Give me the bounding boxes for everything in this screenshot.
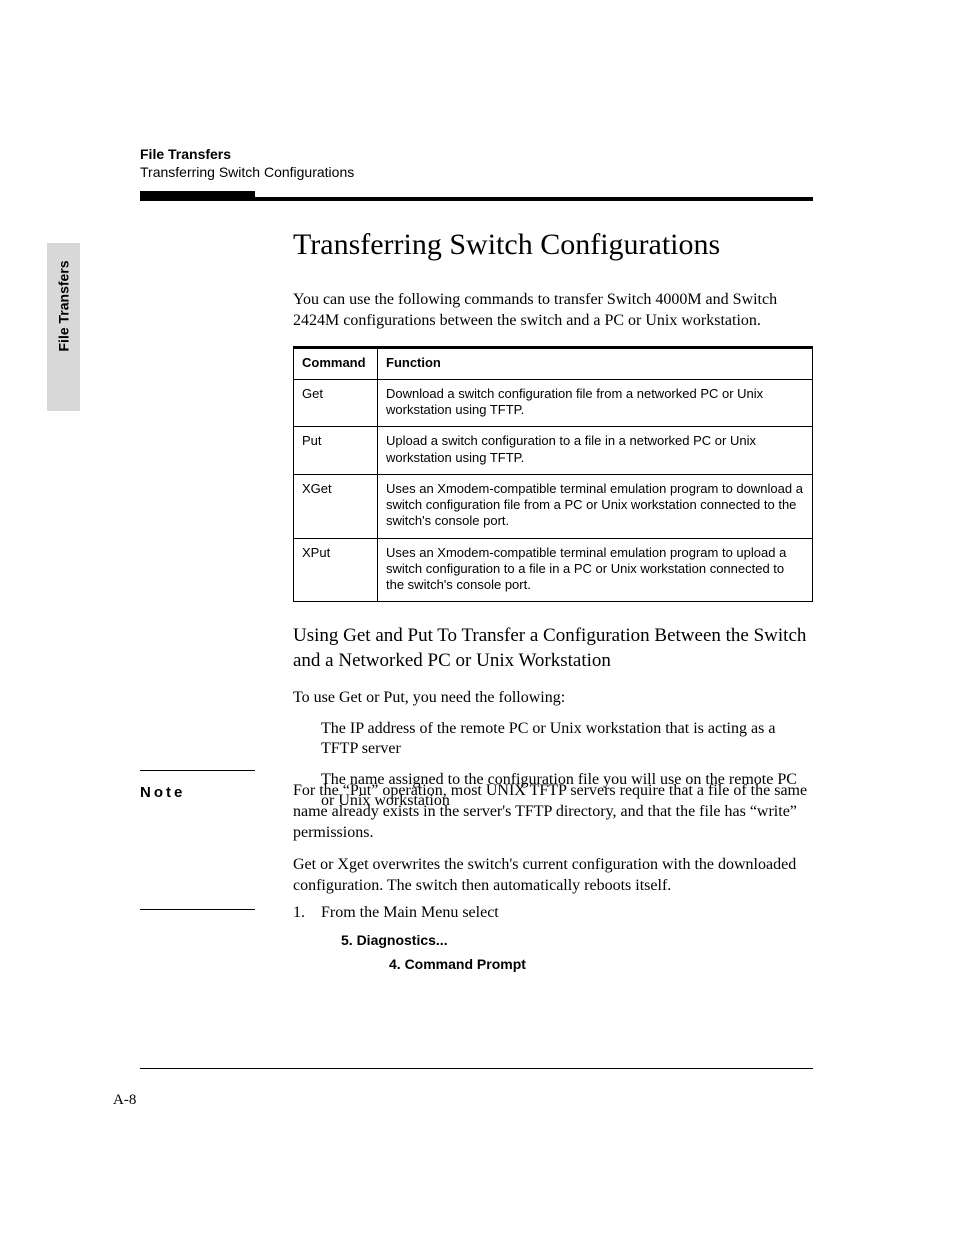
table-cell: Upload a switch configuration to a file …: [378, 427, 813, 475]
step-text: From the Main Menu select: [321, 904, 499, 921]
header-subtitle: Transferring Switch Configurations: [140, 164, 812, 180]
steps: 1. From the Main Menu select 5. Diagnost…: [293, 904, 813, 972]
note-rule-bottom: [140, 909, 255, 910]
table-header-cell: Function: [378, 347, 813, 379]
prereq-intro: To use Get or Put, you need the followin…: [293, 688, 813, 709]
table-cell: Uses an Xmodem-compatible terminal emula…: [378, 538, 813, 602]
command-table: Command Function Get Download a switch c…: [293, 346, 813, 603]
step-number: 1.: [293, 904, 317, 922]
table-header-row: Command Function: [294, 347, 813, 379]
menu-path-level2: 4. Command Prompt: [389, 956, 813, 972]
main-content: Transferring Switch Configurations You c…: [293, 228, 813, 822]
table-row: Put Upload a switch configuration to a f…: [294, 427, 813, 475]
header-rule: [140, 197, 813, 201]
note-paragraph: For the “Put” operation, most UNIX TFTP …: [293, 781, 813, 843]
table-row: XGet Uses an Xmodem-compatible terminal …: [294, 474, 813, 538]
footer-rule: [140, 1068, 813, 1069]
table-cell: Put: [294, 427, 378, 475]
subheading: Using Get and Put To Transfer a Configur…: [293, 624, 813, 673]
side-tab: File Transfers: [47, 243, 80, 411]
table-cell: XGet: [294, 474, 378, 538]
table-row: XPut Uses an Xmodem-compatible terminal …: [294, 538, 813, 602]
note-body: For the “Put” operation, most UNIX TFTP …: [293, 781, 813, 897]
note-block: Note For the “Put” operation, most UNIX …: [140, 770, 813, 910]
intro-paragraph: You can use the following commands to tr…: [293, 290, 813, 332]
note-rule-top: [140, 770, 255, 771]
table-cell: XPut: [294, 538, 378, 602]
step-item: 1. From the Main Menu select: [293, 904, 813, 922]
menu-path-level1: 5. Diagnostics...: [341, 932, 813, 948]
side-tab-label: File Transfers: [56, 319, 72, 352]
table-cell: Download a switch configuration file fro…: [378, 379, 813, 427]
page-number: A-8: [113, 1092, 136, 1109]
note-label: Note: [140, 784, 185, 801]
table-header-cell: Command: [294, 347, 378, 379]
note-paragraph: Get or Xget overwrites the switch's curr…: [293, 855, 813, 897]
table-cell: Uses an Xmodem-compatible terminal emula…: [378, 474, 813, 538]
page-heading: Transferring Switch Configurations: [293, 228, 813, 262]
prereq-item: The IP address of the remote PC or Unix …: [321, 719, 813, 761]
table-cell: Get: [294, 379, 378, 427]
table-row: Get Download a switch configuration file…: [294, 379, 813, 427]
running-header: File Transfers Transferring Switch Confi…: [140, 146, 812, 180]
header-title: File Transfers: [140, 146, 812, 162]
